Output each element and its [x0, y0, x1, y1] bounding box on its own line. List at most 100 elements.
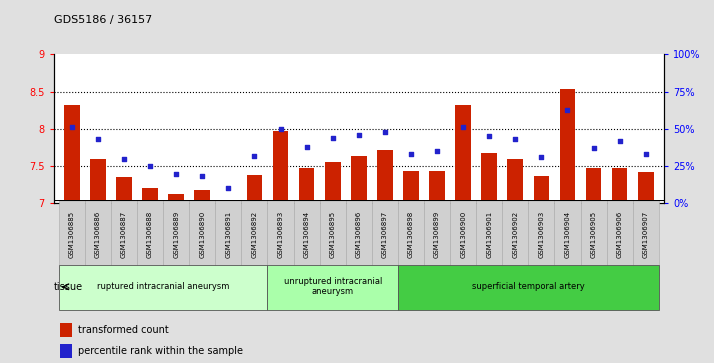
Bar [60, 323, 72, 337]
Point [171, 171, 182, 176]
Text: GSM1306885: GSM1306885 [69, 211, 75, 258]
Text: GSM1306896: GSM1306896 [356, 211, 362, 258]
Bar [216, 200, 241, 276]
Point [483, 134, 495, 139]
Text: GSM1306904: GSM1306904 [565, 211, 570, 258]
Text: GSM1306888: GSM1306888 [147, 211, 153, 258]
Bar [638, 172, 653, 203]
Text: tissue: tissue [54, 282, 84, 292]
Bar [585, 168, 601, 203]
Bar [189, 200, 216, 276]
Bar [293, 200, 320, 276]
Text: GSM1306886: GSM1306886 [95, 211, 101, 258]
Bar [268, 200, 293, 276]
Bar [59, 200, 85, 276]
Bar [246, 175, 262, 203]
Bar [90, 159, 106, 203]
Bar [502, 200, 528, 276]
Bar [450, 200, 476, 276]
Text: GSM1306905: GSM1306905 [590, 211, 597, 258]
Text: GSM1306891: GSM1306891 [226, 211, 231, 258]
Bar [607, 200, 633, 276]
Point [92, 136, 104, 142]
Point [588, 145, 599, 151]
Text: unruptured intracranial
aneurysm: unruptured intracranial aneurysm [283, 277, 382, 297]
Bar [555, 200, 580, 276]
Text: GDS5186 / 36157: GDS5186 / 36157 [54, 15, 152, 25]
Bar [60, 344, 72, 358]
Text: GSM1306890: GSM1306890 [199, 211, 205, 258]
Bar [320, 200, 346, 276]
Text: GSM1306894: GSM1306894 [303, 211, 310, 258]
Bar [346, 200, 372, 276]
Bar [142, 188, 158, 203]
Bar [111, 200, 137, 276]
Point [353, 132, 365, 138]
Point [510, 136, 521, 142]
Bar [273, 131, 288, 203]
Point [431, 148, 443, 154]
Point [614, 138, 625, 144]
Text: GSM1306897: GSM1306897 [382, 211, 388, 258]
Point [536, 154, 547, 160]
Point [196, 174, 208, 179]
Bar [424, 200, 450, 276]
Bar [398, 200, 424, 276]
Text: ruptured intracranial aneurysm: ruptured intracranial aneurysm [97, 282, 229, 291]
Bar [163, 200, 189, 276]
Bar [580, 200, 607, 276]
Bar [351, 156, 366, 203]
Point [66, 125, 78, 130]
Text: GSM1306887: GSM1306887 [121, 211, 127, 258]
Point [327, 135, 338, 141]
Bar [221, 202, 236, 203]
Text: GSM1306899: GSM1306899 [434, 211, 440, 258]
Text: GSM1306895: GSM1306895 [330, 211, 336, 258]
Bar [633, 200, 659, 276]
Text: transformed count: transformed count [78, 325, 169, 335]
Point [301, 144, 312, 150]
Text: GSM1306900: GSM1306900 [460, 211, 466, 258]
Bar [241, 200, 268, 276]
Bar [456, 105, 471, 203]
Bar [194, 190, 210, 203]
Point [223, 185, 234, 191]
Bar [403, 171, 419, 203]
Text: GSM1306889: GSM1306889 [174, 211, 179, 258]
Text: GSM1306901: GSM1306901 [486, 211, 492, 258]
Bar [398, 265, 659, 310]
Point [119, 156, 130, 162]
Bar [59, 265, 268, 310]
Bar [481, 153, 497, 203]
Point [406, 151, 417, 157]
Text: percentile rank within the sample: percentile rank within the sample [78, 346, 243, 356]
Bar [325, 162, 341, 203]
Bar [508, 159, 523, 203]
Bar [169, 193, 184, 203]
Bar [85, 200, 111, 276]
Point [458, 125, 469, 130]
Bar [377, 150, 393, 203]
Point [144, 163, 156, 169]
Bar [64, 105, 80, 203]
Bar [429, 171, 445, 203]
Text: GSM1306892: GSM1306892 [251, 211, 258, 258]
Bar [560, 89, 575, 203]
Text: GSM1306906: GSM1306906 [617, 211, 623, 258]
Bar [533, 176, 549, 203]
Text: GSM1306898: GSM1306898 [408, 211, 414, 258]
Text: GSM1306902: GSM1306902 [513, 211, 518, 258]
Point [640, 151, 651, 157]
Text: GSM1306907: GSM1306907 [643, 211, 649, 258]
Point [562, 107, 573, 113]
Text: superficial temporal artery: superficial temporal artery [472, 282, 585, 291]
Text: GSM1306903: GSM1306903 [538, 211, 544, 258]
Bar [268, 265, 398, 310]
Bar [137, 200, 163, 276]
Point [248, 153, 260, 159]
Bar [372, 200, 398, 276]
Bar [298, 168, 314, 203]
Point [379, 129, 391, 135]
Point [275, 126, 286, 132]
Bar [612, 168, 628, 203]
